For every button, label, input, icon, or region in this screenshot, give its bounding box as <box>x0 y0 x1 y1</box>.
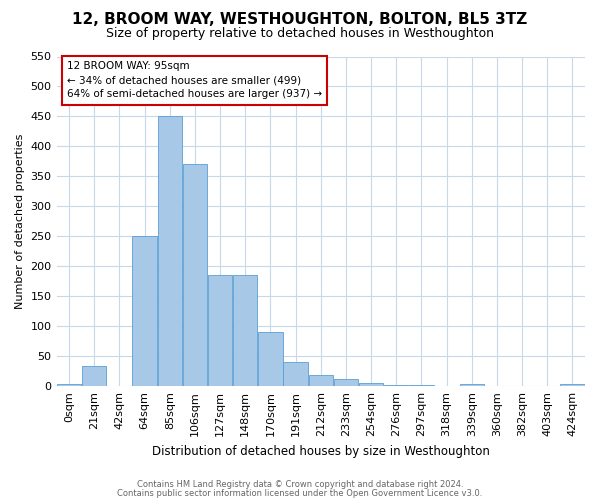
Bar <box>233 276 257 386</box>
Bar <box>560 384 584 386</box>
Bar <box>133 236 157 386</box>
Text: Contains public sector information licensed under the Open Government Licence v3: Contains public sector information licen… <box>118 488 482 498</box>
Bar <box>359 383 383 386</box>
Y-axis label: Number of detached properties: Number of detached properties <box>15 134 25 309</box>
Bar <box>334 379 358 386</box>
Text: Contains HM Land Registry data © Crown copyright and database right 2024.: Contains HM Land Registry data © Crown c… <box>137 480 463 489</box>
Text: 12 BROOM WAY: 95sqm
← 34% of detached houses are smaller (499)
64% of semi-detac: 12 BROOM WAY: 95sqm ← 34% of detached ho… <box>67 62 322 100</box>
Bar <box>158 116 182 386</box>
X-axis label: Distribution of detached houses by size in Westhoughton: Distribution of detached houses by size … <box>152 444 490 458</box>
Bar <box>258 332 283 386</box>
Bar <box>283 362 308 386</box>
Bar <box>82 366 106 386</box>
Bar <box>57 384 82 386</box>
Text: 12, BROOM WAY, WESTHOUGHTON, BOLTON, BL5 3TZ: 12, BROOM WAY, WESTHOUGHTON, BOLTON, BL5… <box>73 12 527 28</box>
Bar <box>460 384 484 386</box>
Bar <box>183 164 207 386</box>
Bar <box>308 376 333 386</box>
Bar <box>208 276 232 386</box>
Text: Size of property relative to detached houses in Westhoughton: Size of property relative to detached ho… <box>106 28 494 40</box>
Bar <box>409 385 434 386</box>
Bar <box>384 385 409 386</box>
